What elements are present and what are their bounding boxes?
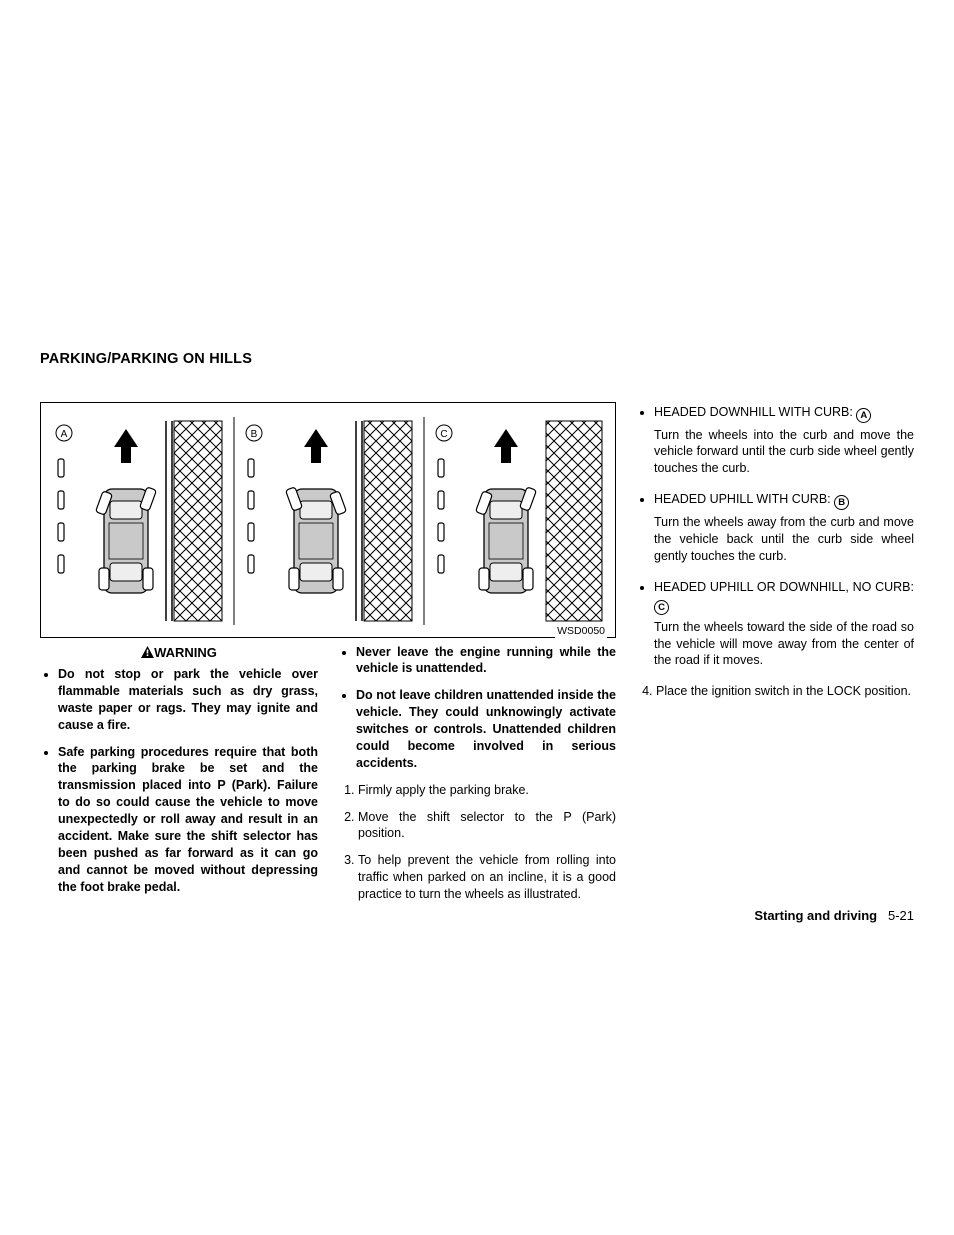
ref-c-icon: C (654, 600, 669, 615)
ref-a-icon: A (856, 408, 871, 423)
step-bold-bullet: Do not leave children unattended inside … (356, 687, 616, 771)
scenario-head: HEADED UPHILL OR DOWNHILL, NO CURB: C (654, 579, 914, 615)
section-title: PARKING/PARKING ON HILLS (40, 350, 914, 370)
scenario-desc: Turn the wheels toward the side of the r… (654, 619, 914, 670)
step-item: Move the shift selector to the P (Park) … (358, 809, 616, 843)
step-item: Firmly apply the parking brake. (358, 782, 616, 799)
warning-header: WARNING (40, 644, 318, 663)
panel-c: C (436, 421, 602, 621)
figure-id: WSD0050 (555, 624, 607, 638)
scenario-desc: Turn the wheels away from the curb and m… (654, 514, 914, 565)
panel-b: B (246, 421, 412, 621)
right-column: HEADED DOWNHILL WITH CURB: A Turn the wh… (636, 402, 914, 711)
numbered-steps: Firmly apply the parking brake. Move the… (338, 782, 616, 903)
step-bold-bullets: Never leave the engine running while the… (338, 644, 616, 772)
scenario-item: HEADED UPHILL OR DOWNHILL, NO CURB: C Tu… (654, 579, 914, 670)
ref-b-icon: B (834, 495, 849, 510)
svg-text:A: A (61, 429, 68, 440)
scenario-item: HEADED UPHILL WITH CURB: B Turn the whee… (654, 491, 914, 565)
warning-icon (141, 645, 154, 663)
warning-bullet: Do not stop or park the vehicle over fla… (58, 666, 318, 734)
panel-a: A (56, 421, 222, 621)
step-item: To help prevent the vehicle from rolling… (358, 852, 616, 903)
footer-section: Starting and driving (754, 908, 877, 923)
warning-label: WARNING (154, 645, 217, 660)
diagram-svg: A (47, 411, 609, 631)
page-footer: Starting and driving 5-21 (754, 907, 914, 925)
steps-column: Never leave the engine running while the… (338, 644, 616, 913)
step-item: Place the ignition switch in the LOCK po… (656, 683, 914, 700)
warning-column: WARNING Do not stop or park the vehicle … (40, 644, 318, 913)
scenario-head: HEADED UPHILL WITH CURB: B (654, 491, 914, 510)
svg-text:B: B (251, 429, 258, 440)
warning-bullets: Do not stop or park the vehicle over fla… (40, 666, 318, 895)
below-diagram-row: WARNING Do not stop or park the vehicle … (40, 644, 616, 913)
warning-bullet: Safe parking procedures require that bot… (58, 744, 318, 896)
svg-text:C: C (440, 429, 447, 440)
step-bold-bullet: Never leave the engine running while the… (356, 644, 616, 678)
scenario-item: HEADED DOWNHILL WITH CURB: A Turn the wh… (654, 404, 914, 478)
scenario-head: HEADED DOWNHILL WITH CURB: A (654, 404, 914, 423)
footer-page: 5-21 (888, 908, 914, 923)
scenario-list: HEADED DOWNHILL WITH CURB: A Turn the wh… (636, 404, 914, 670)
step4-list: Place the ignition switch in the LOCK po… (636, 683, 914, 700)
scenario-desc: Turn the wheels into the curb and move t… (654, 427, 914, 478)
content-row: A (40, 402, 914, 913)
parking-diagram: A (40, 402, 616, 638)
left-column: A (40, 402, 616, 913)
